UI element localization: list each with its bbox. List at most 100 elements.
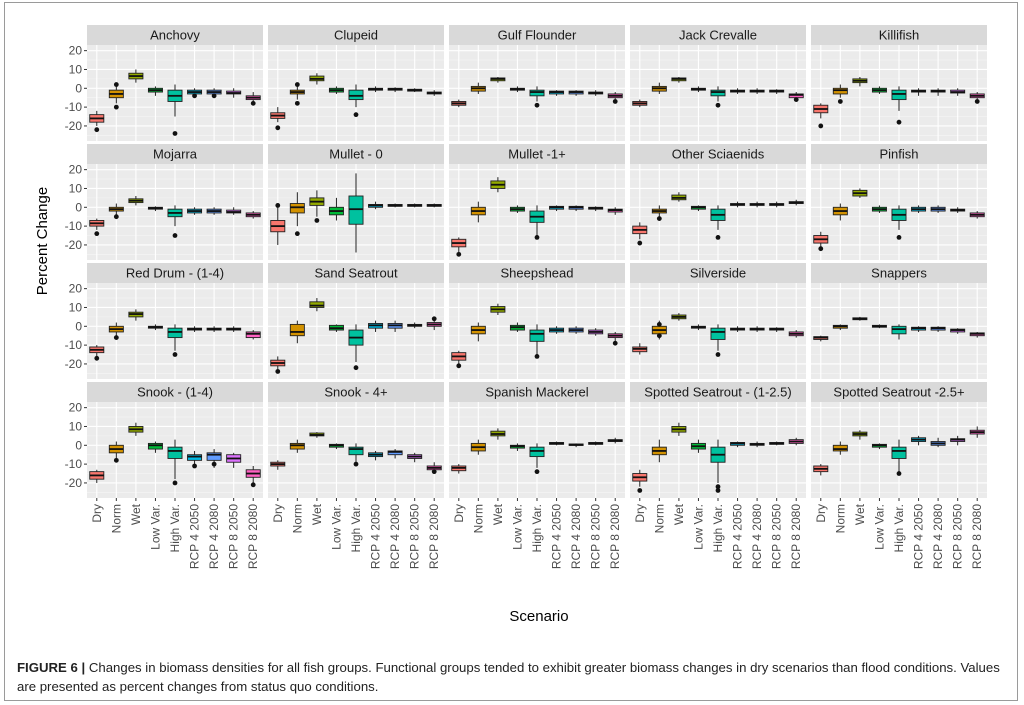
- outlier-point: [818, 123, 824, 129]
- facet-strip: [449, 382, 625, 402]
- outlier-point: [456, 363, 462, 369]
- y-tick-label: 10: [69, 419, 83, 433]
- x-tick-label: High Var.: [530, 504, 544, 552]
- x-tick-label: Low Var.: [691, 504, 705, 550]
- x-tick-label: RCP 4 2080: [750, 504, 764, 569]
- outlier-point: [431, 316, 437, 322]
- outlier-point: [294, 231, 300, 237]
- x-tick-label: RCP 8 2080: [427, 504, 441, 569]
- outlier-point: [113, 104, 119, 110]
- box: [348, 446, 364, 456]
- facet-strip: [630, 25, 806, 45]
- outlier-point: [113, 214, 119, 220]
- x-tick-label: Low Var.: [510, 504, 524, 550]
- outlier-point: [314, 218, 320, 223]
- facet-strip: [811, 25, 987, 45]
- outlier-point: [172, 233, 178, 238]
- facet-strip: [87, 25, 263, 45]
- facet-title: Clupeid: [334, 28, 378, 43]
- y-tick-label: 10: [69, 62, 83, 76]
- box: [348, 89, 364, 101]
- y-tick-label: -20: [65, 476, 83, 490]
- outlier-point: [818, 246, 824, 252]
- facet-title: Anchovy: [150, 28, 200, 43]
- x-axis-title: Scenario: [509, 608, 568, 625]
- box: [529, 446, 545, 458]
- x-tick-label: RCP 4 2080: [207, 504, 221, 569]
- x-tick-label: RCP 8 2050: [770, 504, 784, 569]
- box: [891, 89, 907, 101]
- y-axis-title: Percent Change: [34, 187, 51, 295]
- facet-title: Mullet -1+: [508, 147, 565, 162]
- facet-strip: [87, 263, 263, 283]
- facet-title: Killifish: [879, 28, 919, 43]
- outlier-point: [715, 235, 721, 240]
- x-tick-label: High Var.: [711, 504, 725, 552]
- y-tick-label: -10: [65, 338, 83, 352]
- x-tick-label: Dry: [271, 504, 285, 523]
- x-tick-label: RCP 4 2050: [550, 504, 564, 569]
- outlier-point: [172, 352, 178, 357]
- box: [891, 446, 907, 459]
- outlier-point: [637, 240, 643, 246]
- y-tick-label: -20: [65, 357, 83, 371]
- facet-title: Mojarra: [153, 147, 198, 162]
- outlier-point: [896, 119, 902, 125]
- x-tick-label: RCP 4 2050: [188, 504, 202, 569]
- outlier-point: [534, 102, 540, 108]
- outlier-point: [250, 100, 256, 106]
- facet-title: Red Drum - (1-4): [126, 266, 224, 281]
- facet-strip: [87, 382, 263, 402]
- x-tick-label: Norm: [290, 504, 304, 533]
- facet-title: Spotted Seatrout - (1-2.5): [644, 385, 791, 400]
- x-tick-label: Low Var.: [329, 504, 343, 550]
- y-tick-label: -10: [65, 100, 83, 114]
- x-tick-label: RCP 4 2050: [731, 504, 745, 569]
- outlier-point: [896, 471, 902, 476]
- box: [187, 454, 203, 461]
- x-tick-label: RCP 8 2080: [246, 504, 260, 569]
- outlier-point: [456, 251, 462, 257]
- x-tick-label: Dry: [814, 504, 828, 523]
- x-tick-label: RCP 8 2050: [589, 504, 603, 569]
- facet-strip: [268, 25, 444, 45]
- box: [206, 452, 222, 461]
- outlier-point: [431, 469, 437, 475]
- facet-title: Gulf Flounder: [498, 28, 577, 43]
- outlier-point: [113, 457, 119, 463]
- x-tick-label: RCP 8 2080: [608, 504, 622, 569]
- x-tick-label: RCP 8 2050: [951, 504, 965, 569]
- outlier-point: [172, 480, 178, 486]
- outlier-point: [94, 231, 100, 237]
- outlier-point: [612, 340, 618, 346]
- facet-title: Snappers: [871, 266, 927, 281]
- outlier-point: [534, 354, 540, 359]
- x-tick-label: RCP 4 2050: [369, 504, 383, 569]
- outlier-point: [637, 488, 643, 493]
- outlier-point: [715, 352, 721, 357]
- outlier-point: [172, 131, 178, 136]
- x-tick-label: Low Var.: [872, 504, 886, 550]
- outlier-point: [534, 235, 540, 240]
- outlier-point: [896, 235, 902, 240]
- x-tick-label: Dry: [633, 504, 647, 523]
- outlier-point: [192, 463, 197, 469]
- x-tick-label: Wet: [310, 503, 324, 525]
- facet-strip: [449, 25, 625, 45]
- box: [832, 444, 848, 452]
- y-tick-label: 20: [69, 401, 83, 415]
- outlier-point: [250, 482, 256, 488]
- outlier-point: [353, 365, 359, 371]
- y-tick-label: 10: [69, 300, 83, 314]
- outlier-point: [534, 469, 540, 475]
- x-tick-label: Norm: [109, 504, 123, 533]
- outlier-point: [275, 203, 281, 208]
- x-tick-label: RCP 8 2080: [789, 504, 803, 569]
- boxplot-facet-chart: Anchovy 20 10 0 -10 -20 Clupeid Gulf Flounder Ja…: [34, 25, 987, 625]
- outlier-point: [837, 99, 843, 104]
- facet-title: Sand Seatrout: [314, 266, 398, 281]
- outlier-point: [974, 99, 980, 104]
- caption-label: FIGURE 6 |: [17, 660, 86, 675]
- facet-title: Sheepshead: [500, 266, 573, 281]
- y-tick-label: -10: [65, 219, 83, 233]
